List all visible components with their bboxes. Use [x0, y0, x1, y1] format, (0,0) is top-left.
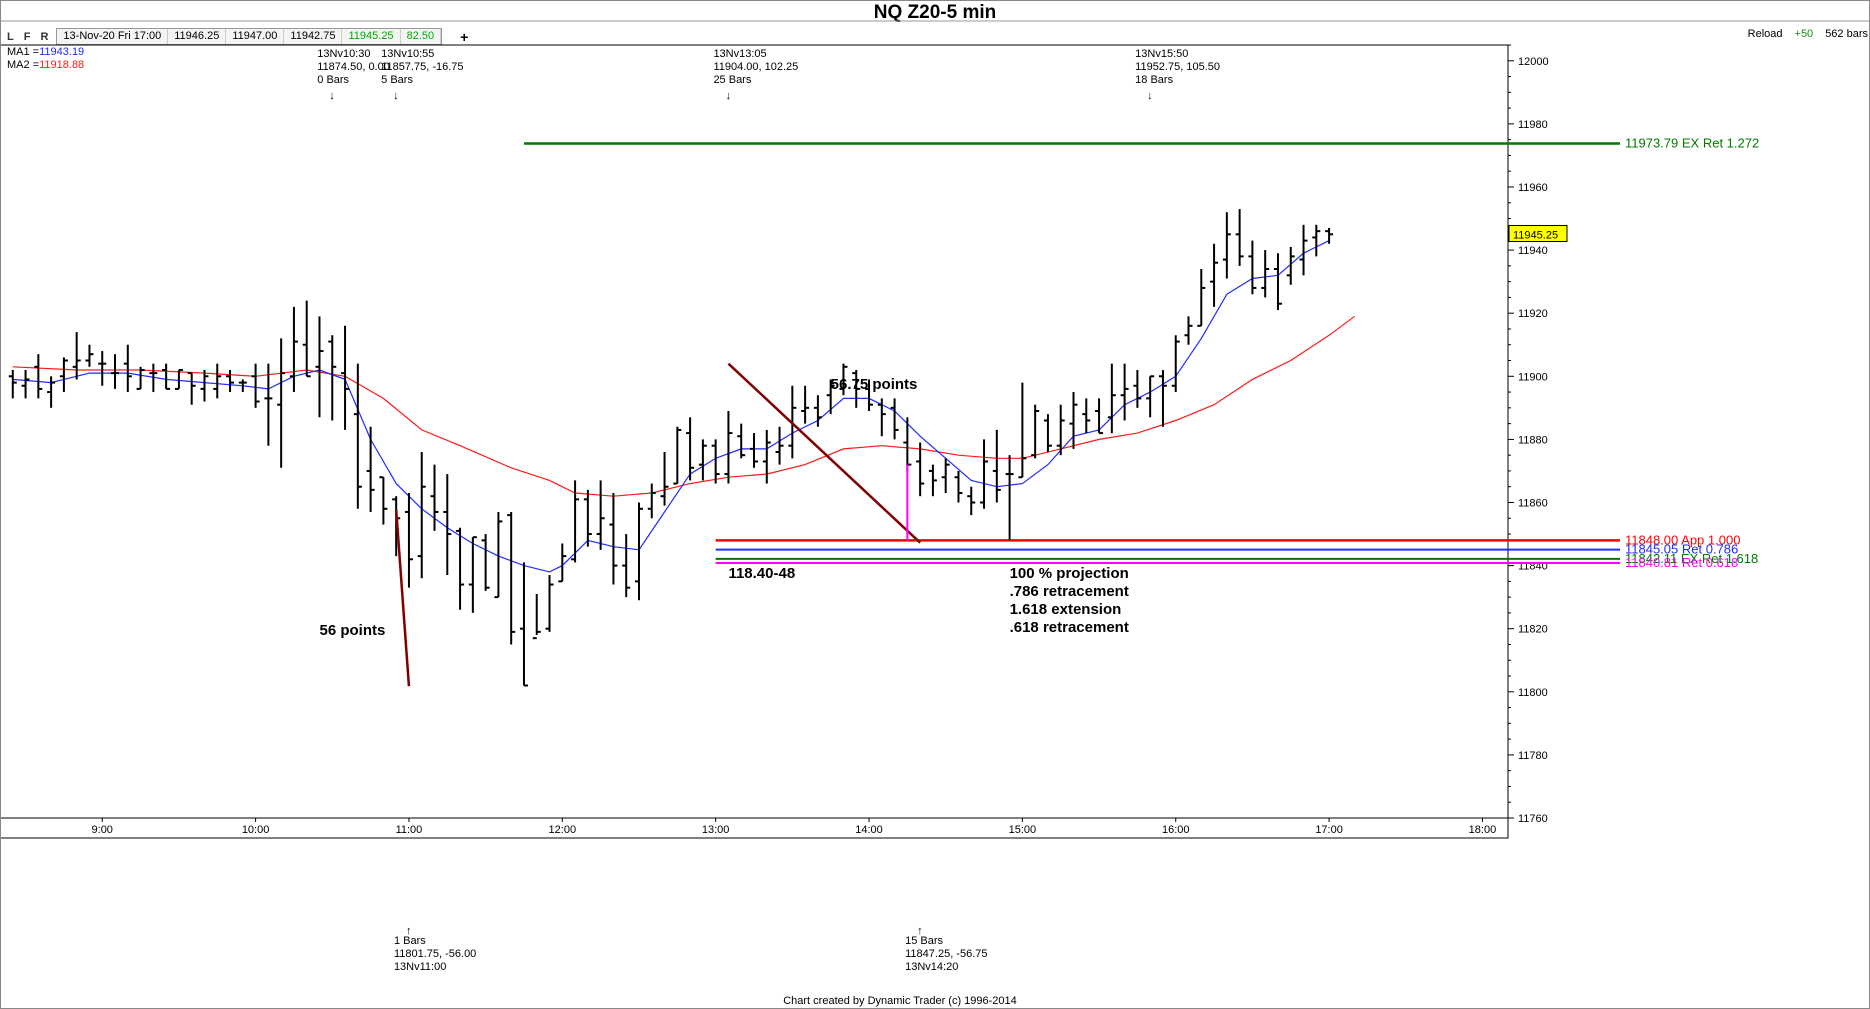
down-arrow-icon: ↓	[329, 90, 335, 102]
x-tick-label: 14:00	[855, 824, 883, 836]
add-button[interactable]: +	[460, 28, 469, 45]
quote-field: 11946.25	[168, 29, 227, 44]
top-annotation-text: 5 Bars	[381, 74, 413, 86]
quote-field: 13-Nov-20 Fri 17:00	[57, 29, 169, 44]
chart-title: NQ Z20-5 min	[873, 2, 997, 23]
chart-note: 1.618 extension	[1010, 601, 1122, 618]
y-tick-label: 11800	[1518, 687, 1548, 699]
y-tick-label: 11820	[1518, 624, 1548, 636]
top-annotation-text: 13Nv13:05	[713, 48, 766, 60]
swing-line	[394, 509, 411, 687]
quote-field: 11945.25	[342, 29, 401, 44]
footer-credit: Chart created by Dynamic Trader (c) 1996…	[783, 995, 1017, 1007]
top-annotation-text: 25 Bars	[713, 74, 751, 86]
top-annotation-text: 0 Bars	[317, 74, 349, 86]
y-tick-label: 11860	[1518, 497, 1548, 509]
chart-note: 100 % projection	[1010, 565, 1129, 582]
y-tick-label: 11900	[1518, 371, 1548, 383]
down-arrow-icon: ↓	[725, 90, 731, 102]
y-tick-label: 11760	[1518, 813, 1548, 825]
ma1-line	[12, 240, 1330, 573]
y-tick-label: 11940	[1518, 245, 1548, 257]
x-axis-band	[0, 817, 1509, 839]
chart-note: .618 retracement	[1010, 619, 1129, 636]
ma-value: 11918.88	[39, 59, 85, 71]
l-button[interactable]: L	[7, 30, 14, 43]
x-tick-label: 13:00	[702, 824, 730, 836]
x-tick-label: 17:00	[1315, 824, 1343, 836]
x-tick-label: 16:00	[1162, 824, 1190, 836]
top-annotation-text: 11857.75, -16.75	[381, 61, 463, 73]
y-tick-label: 11980	[1518, 119, 1548, 131]
r-button[interactable]: R	[40, 30, 49, 43]
bottom-annotation-text: 1 Bars	[394, 935, 426, 947]
up-arrow-icon: ↑	[406, 925, 412, 937]
last-price-label: 11945.25	[1513, 230, 1558, 242]
chart-note: 56.75 points	[831, 376, 918, 393]
quote-field: 82.50	[401, 29, 442, 44]
ma-legend: MA1 =11943.19 MA2 =11918.88	[7, 46, 84, 72]
x-tick-label: 15:00	[1009, 824, 1037, 836]
x-tick-label: 10:00	[242, 824, 270, 836]
y-tick-label: 12000	[1518, 56, 1549, 68]
swing-line	[727, 362, 921, 544]
reload-button[interactable]: Reload	[1747, 28, 1783, 40]
chart-note: .786 retracement	[1010, 583, 1129, 600]
top-annotation-text: 11874.50, 0.00	[317, 61, 390, 73]
y-tick-label: 11880	[1518, 434, 1548, 446]
y-tick-label: 11920	[1518, 308, 1548, 320]
ma-label: MA2 =	[7, 59, 40, 71]
top-annotation-text: 13Nv15:50	[1135, 48, 1188, 60]
bottom-annotation-text: 11801.75, -56.00	[394, 948, 476, 960]
x-tick-label: 18:00	[1469, 824, 1497, 836]
up-arrow-icon: ↑	[917, 925, 923, 937]
x-tick-label: 9:00	[92, 824, 113, 836]
bottom-annotation-text: 13Nv11:00	[394, 961, 446, 973]
plot-area	[0, 44, 1509, 819]
chart-note: 118.40-48	[728, 565, 795, 582]
projection-label: 11845.05 Ret 0.786	[1625, 542, 1738, 557]
ma2-line	[12, 315, 1355, 497]
projection-label: 11842.11 EX Ret 1.618	[1625, 551, 1758, 566]
f-button[interactable]: F	[23, 30, 31, 43]
ma-value: 11943.19	[39, 46, 85, 58]
y-tick-label: 11780	[1518, 750, 1548, 762]
top-annotation-text: 11952.75, 105.50	[1135, 61, 1220, 73]
quote-field: 11947.00	[226, 29, 285, 44]
bottom-annotation-text: 13Nv14:20	[905, 961, 958, 973]
x-tick-label: 11:00	[396, 824, 423, 836]
reload-count: +50	[1794, 28, 1814, 40]
right-toolbar: Reload +50 562 bars	[1748, 28, 1868, 40]
projection-label: 11848.00 App 1.000	[1625, 532, 1740, 547]
last-price-box	[1508, 225, 1568, 243]
bottom-annotation-text: 11847.25, -56.75	[905, 948, 987, 960]
top-annotation-text: 18 Bars	[1135, 74, 1173, 86]
chart-note: 56 points	[319, 622, 385, 639]
down-arrow-icon: ↓	[393, 90, 399, 102]
bars-count: 562 bars	[1825, 28, 1868, 40]
ma-label: MA1 =	[7, 46, 40, 58]
y-tick-label: 11960	[1518, 182, 1548, 194]
ma-legend-item: MA2 =11918.88	[7, 59, 84, 72]
ma-legend-item: MA1 =11943.19	[7, 46, 84, 59]
top-annotation-text: 13Nv10:55	[381, 48, 434, 60]
top-annotation-text: 11904.00, 102.25	[713, 61, 798, 73]
bottom-annotation-text: 15 Bars	[905, 935, 943, 947]
projection-label: 11840.81 Ret 0.618	[1625, 555, 1738, 570]
x-tick-label: 12:00	[549, 824, 577, 836]
top-annotation-text: 13Nv10:30	[317, 48, 370, 60]
quote-field: 11942.75	[284, 29, 343, 44]
down-arrow-icon: ↓	[1147, 90, 1153, 102]
projection-label: 11973.79 EX Ret 1.272	[1625, 135, 1759, 150]
